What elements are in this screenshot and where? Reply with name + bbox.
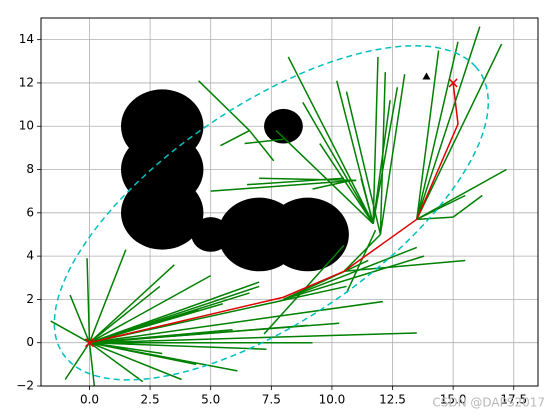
tree-edge <box>89 341 267 350</box>
tree-edge <box>312 179 352 190</box>
tree-edge <box>416 26 481 220</box>
tree-edge <box>343 259 466 273</box>
x-tick-label: 2.5 <box>141 393 160 407</box>
tree-edge <box>345 229 377 294</box>
tree-edge <box>244 138 284 145</box>
tree-edge <box>89 322 340 344</box>
tree-edge <box>372 100 391 224</box>
tree-edge <box>89 303 224 344</box>
tree-edge <box>89 274 212 344</box>
tree-edge <box>210 179 357 192</box>
tree-edge <box>345 91 382 235</box>
x-tick-label: 15.0 <box>440 393 467 407</box>
tree-edge <box>416 194 466 220</box>
tree-edge <box>69 294 91 343</box>
obstacle <box>121 176 204 250</box>
y-tick-label: 4 <box>26 249 34 263</box>
tree-edge <box>416 41 459 220</box>
tree-edge <box>89 342 144 383</box>
tree-edge <box>89 341 197 366</box>
tree-edge <box>287 56 374 224</box>
tree-edge <box>86 258 91 343</box>
axes-frame <box>40 17 539 387</box>
x-tick-label: 10.0 <box>319 393 346 407</box>
tree-edge <box>452 194 483 218</box>
x-tick-label: 17.5 <box>500 393 527 407</box>
tree-edge <box>302 102 374 225</box>
tree-edge <box>89 285 161 344</box>
tree-edge <box>89 342 182 381</box>
x-tick-label: 12.5 <box>379 393 406 407</box>
plot-area <box>50 26 507 386</box>
path <box>89 82 459 344</box>
tree-edge <box>220 129 250 147</box>
tree-edge <box>416 168 507 220</box>
tree-edge <box>416 216 454 221</box>
tree-edge <box>372 87 399 224</box>
y-tick-label: 14 <box>19 32 34 46</box>
x-tick-label: 5.0 <box>201 393 220 407</box>
tree-edge <box>198 80 251 132</box>
watermark: CSDN @DAPS2017 <box>432 396 545 410</box>
tree-edge <box>88 342 96 386</box>
tree-edge <box>88 264 175 344</box>
x-tick-label: 7.5 <box>262 393 281 407</box>
start-marker <box>84 338 95 348</box>
tree-edge <box>275 130 374 225</box>
y-tick-label: 12 <box>19 75 34 89</box>
target-marker <box>422 72 431 80</box>
tree-edge <box>379 74 406 235</box>
tree-edge <box>416 43 503 220</box>
y-tick-label: 2 <box>26 292 34 306</box>
x-tick-label: 0.0 <box>80 393 99 407</box>
tree-edge <box>89 332 417 344</box>
y-tick-label: 0 <box>26 335 34 349</box>
tree-edge <box>319 143 374 225</box>
y-tick-label: 10 <box>19 119 34 133</box>
tree-edge <box>50 320 90 344</box>
obstacle <box>266 197 349 272</box>
y-tick-label: −2 <box>16 379 34 393</box>
y-tick-label: 8 <box>26 162 34 176</box>
tree-edge <box>379 72 387 235</box>
y-tick-label: 6 <box>26 205 34 219</box>
ellipse <box>53 45 489 381</box>
tree-edge <box>248 130 275 162</box>
tree-edge <box>64 342 91 380</box>
tree-edge <box>360 177 374 224</box>
tree-edge <box>372 56 379 224</box>
obstacle <box>264 108 303 144</box>
tree-edge <box>259 177 357 182</box>
tree-edge <box>283 246 418 301</box>
tree-edge <box>263 244 345 335</box>
tree-edge <box>89 300 383 344</box>
tree-edge <box>89 341 163 355</box>
tree-edge <box>88 249 127 343</box>
tree-edge <box>283 259 369 301</box>
goal-marker <box>448 78 458 88</box>
tree-edge <box>343 233 381 272</box>
tree-edge <box>416 50 440 220</box>
